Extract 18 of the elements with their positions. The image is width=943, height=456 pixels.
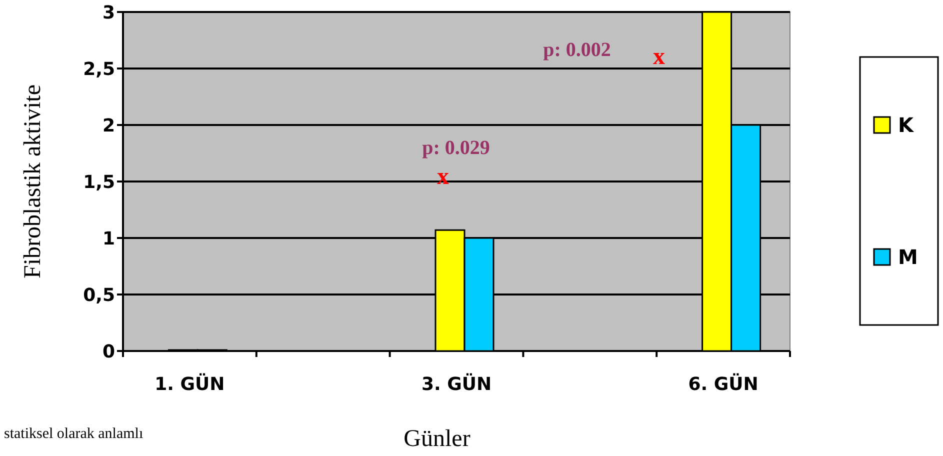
annotation: p: 0.002 xyxy=(543,39,611,61)
x-axis-title: Günler xyxy=(404,426,470,452)
x-tick-label: 3. GÜN xyxy=(421,373,492,395)
x-tick-label: 1. GÜN xyxy=(154,373,225,395)
y-tick-label: 2 xyxy=(102,115,115,136)
x-tick-label: 6. GÜN xyxy=(688,373,758,395)
annotation: p: 0.029 xyxy=(422,137,490,159)
y-tick-label: 1 xyxy=(102,228,115,250)
y-tick-label: 0,5 xyxy=(83,284,115,306)
legend-label: K xyxy=(898,113,915,137)
y-tick-label: 1,5 xyxy=(83,172,115,193)
y-tick-label: 3 xyxy=(102,2,115,24)
annotation: x xyxy=(653,44,665,70)
y-tick-label: 2,5 xyxy=(83,58,115,80)
y-tick-label: 0 xyxy=(102,341,115,362)
legend-label: M xyxy=(898,245,918,269)
y-axis-title: Fibroblastik aktivite xyxy=(20,84,46,278)
text: statiksel olarak anlamlı xyxy=(4,426,144,442)
